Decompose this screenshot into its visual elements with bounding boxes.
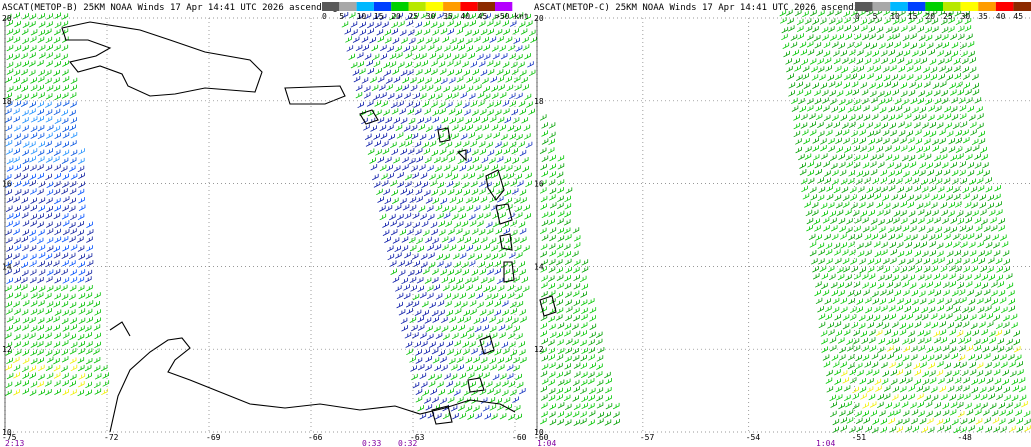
lon-label: -57 bbox=[640, 433, 655, 442]
hispaniola bbox=[61, 21, 263, 97]
lon-label: -69 bbox=[206, 433, 221, 442]
colorbar-label: 25 bbox=[409, 12, 419, 21]
lon-label: -75 bbox=[2, 433, 17, 442]
lon-label: -48 bbox=[957, 433, 972, 442]
lon-label: -72 bbox=[104, 433, 119, 442]
colorbar-swatch bbox=[872, 2, 891, 11]
colorbar-swatch bbox=[391, 2, 409, 11]
lon-label: -63 bbox=[410, 433, 425, 442]
colorbar-label: 15 bbox=[374, 12, 384, 21]
colorbar-swatch bbox=[943, 2, 961, 11]
colorbar-swatch bbox=[495, 2, 513, 11]
coastlines bbox=[61, 21, 557, 433]
colorbar-swatch bbox=[443, 2, 461, 11]
lat-label: 14 bbox=[2, 262, 12, 271]
colorbar-label: 35 bbox=[443, 12, 453, 21]
wind-barb-group bbox=[539, 9, 1031, 434]
lon-label: -60 bbox=[512, 433, 527, 442]
lat-label: 12 bbox=[534, 345, 544, 354]
wind-barb-group bbox=[5, 101, 85, 165]
colorbar-label: 10 bbox=[890, 12, 900, 21]
colorbar-swatch bbox=[460, 2, 478, 11]
colorbar-label: 15 bbox=[908, 12, 918, 21]
colorbar-label: 5 bbox=[873, 12, 878, 21]
colorbar-label: 25 bbox=[943, 12, 953, 21]
colorbar-label: 10 bbox=[357, 12, 367, 21]
lat-label: 14 bbox=[534, 262, 544, 271]
pass-time: 1:04 bbox=[816, 439, 835, 447]
lat-label: 18 bbox=[2, 97, 12, 106]
wind-barbs bbox=[4, 9, 1031, 434]
colorbar-label: 40 bbox=[460, 12, 470, 21]
lat-label: 20 bbox=[534, 14, 544, 23]
colorbar-label: >50 knt bbox=[495, 12, 529, 21]
pass-time: 0:32 bbox=[398, 439, 417, 447]
lon-label: -60 bbox=[534, 433, 549, 442]
colorbar-label: 5 bbox=[339, 12, 344, 21]
puerto-rico bbox=[284, 85, 346, 105]
islands bbox=[359, 109, 557, 425]
lat-label: 16 bbox=[2, 180, 12, 189]
wind-barb-group bbox=[5, 164, 94, 284]
colorbar-swatch bbox=[890, 2, 908, 11]
colorbar-swatch bbox=[477, 2, 495, 11]
wind-barb-group bbox=[4, 164, 93, 285]
wind-barb-group bbox=[341, 12, 459, 420]
lat-label: 10 bbox=[2, 428, 12, 437]
colorbar-label: 20 bbox=[391, 12, 401, 21]
colorbar-label: 20 bbox=[925, 12, 935, 21]
lat-label: 10 bbox=[534, 428, 544, 437]
wind-barb-group bbox=[4, 100, 78, 165]
colorbar-swatch bbox=[978, 2, 996, 11]
lat-label: 20 bbox=[2, 14, 12, 23]
colorbar-label: 30 bbox=[961, 12, 971, 21]
colorbar-swatch bbox=[408, 2, 426, 11]
colorbar-swatch bbox=[1013, 2, 1031, 11]
colorbar-swatch bbox=[925, 2, 943, 11]
colorbar-swatch bbox=[960, 2, 979, 11]
colorbar-swatch bbox=[995, 2, 1014, 11]
panel-title: ASCAT(METOP-B) 25KM NOAA Winds 17 Apr 14… bbox=[2, 3, 338, 13]
south-american-coast bbox=[109, 337, 516, 433]
lat-label: 12 bbox=[2, 345, 12, 354]
coast-fragment bbox=[109, 321, 131, 337]
lon-label: -51 bbox=[852, 433, 867, 442]
colorbar-label: 0 bbox=[322, 12, 327, 21]
colorbar-swatch bbox=[907, 2, 926, 11]
colorbar-label: 35 bbox=[978, 12, 988, 21]
pass-time: 2:13 bbox=[5, 439, 24, 447]
colorbar-swatch bbox=[373, 2, 392, 11]
colorbar-label: 45 bbox=[478, 12, 488, 21]
panel-title: ASCAT(METOP-C) 25KM NOAA Winds 17 Apr 14… bbox=[534, 3, 870, 13]
colorbar-swatch bbox=[356, 2, 374, 11]
pass-time: 0:33 bbox=[362, 439, 381, 447]
colorbar-swatch bbox=[322, 2, 340, 11]
lon-label: -54 bbox=[746, 433, 761, 442]
colorbar-label: 40 bbox=[996, 12, 1006, 21]
lat-label: 18 bbox=[534, 97, 544, 106]
wind-barb-group bbox=[539, 9, 1031, 434]
colorbar-label: 30 bbox=[426, 12, 436, 21]
colorbar-swatch bbox=[339, 2, 357, 11]
lon-label: -66 bbox=[308, 433, 323, 442]
pass-time: 1:04 bbox=[537, 439, 556, 447]
colorbar-swatch bbox=[425, 2, 444, 11]
colorbar-label: 45 bbox=[1013, 12, 1023, 21]
colorbar-swatch bbox=[855, 2, 873, 11]
wind-barb-group bbox=[415, 12, 534, 420]
lat-label: 16 bbox=[534, 180, 544, 189]
colorbar-label: 0 bbox=[855, 12, 860, 21]
